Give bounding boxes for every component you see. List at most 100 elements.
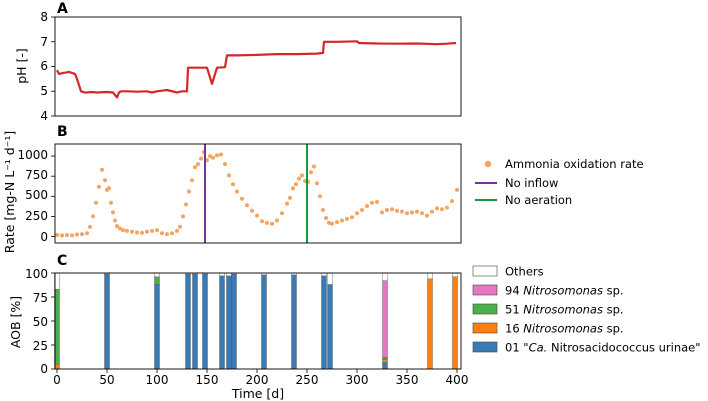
- aob-bar-segment: [202, 273, 208, 370]
- rate-point: [275, 218, 279, 223]
- ph-tick-label: 6: [40, 59, 48, 73]
- rate-point: [145, 229, 149, 234]
- rate-point: [80, 232, 84, 237]
- rate-point: [440, 207, 444, 212]
- rate-point: [270, 221, 274, 226]
- rate-point: [345, 216, 349, 221]
- rate-point: [365, 204, 369, 208]
- rate-point: [223, 162, 227, 167]
- time-tick-label: 200: [246, 373, 269, 387]
- rate-point: [335, 220, 339, 225]
- legend-text-part: Others: [505, 265, 544, 279]
- rate-point: [240, 196, 244, 201]
- rate-point: [193, 165, 197, 170]
- rate-point: [211, 155, 215, 160]
- aob-axis-yticks: 100 75 50 25 0: [25, 267, 48, 376]
- rate-point: [288, 195, 292, 200]
- time-tick-label: 150: [196, 373, 219, 387]
- rate-tick-label: 250: [25, 209, 48, 223]
- rate-point: [85, 231, 89, 236]
- aob-tick-label: 25: [33, 339, 48, 353]
- legend-text-part: sp.: [603, 284, 624, 298]
- rate-point: [330, 221, 334, 226]
- rate-point: [315, 181, 319, 186]
- legend-label-no-inflow: No inflow: [505, 176, 558, 190]
- rate-point: [430, 209, 434, 214]
- time-axis-ticks: 0 50 100 150 200 250 300 350 400: [53, 369, 468, 387]
- aob-bar-segment: [327, 272, 333, 285]
- ph-tick-label: 8: [40, 10, 48, 24]
- aob-tick-label: 0: [40, 362, 48, 376]
- legend-text-part: 16: [505, 322, 523, 336]
- aob-bar-segment: [382, 357, 388, 360]
- panel-c-frame: [54, 272, 462, 370]
- rate-point: [160, 231, 164, 236]
- legend-italic-part: Ca.: [529, 341, 548, 355]
- rate-point: [255, 213, 259, 218]
- rate-point: [291, 186, 295, 191]
- rate-point: [75, 232, 79, 237]
- rate-point: [219, 152, 223, 157]
- aob-bar-segment: [427, 272, 433, 280]
- rate-tick-label: 0: [40, 230, 48, 244]
- rate-point: [294, 182, 298, 187]
- rate-axis-label: Rate [mg-N L⁻¹ d⁻¹]: [2, 131, 17, 253]
- panel-letter-c: C: [57, 253, 67, 269]
- rate-point: [380, 210, 384, 215]
- rate-point: [355, 211, 359, 216]
- rate-axis-ticks: 1000 750 500 250 0: [17, 148, 48, 244]
- panel-letter-b: B: [57, 124, 68, 140]
- rate-point: [324, 216, 328, 220]
- rate-point: [215, 153, 219, 158]
- aob-bar-segment: [291, 274, 297, 370]
- rate-point: [321, 208, 325, 212]
- aob-tick-label: 50: [33, 315, 48, 329]
- aob-bar-segment: [327, 284, 333, 370]
- rate-point: [445, 205, 449, 210]
- legend-italic-part: Nitrosomonas: [523, 284, 603, 298]
- rate-point: [107, 186, 111, 191]
- rate-point: [410, 210, 414, 215]
- aob-bar-segment: [382, 359, 388, 363]
- rate-point: [103, 178, 107, 183]
- rate-point: [113, 218, 117, 223]
- legend-swatch-urinae01: [472, 341, 498, 353]
- rate-point: [425, 213, 429, 218]
- rate-point: [97, 184, 101, 189]
- rate-point: [297, 176, 301, 181]
- ph-plot-area: [51, 16, 457, 117]
- rate-point: [165, 232, 169, 237]
- rate-point: [178, 224, 182, 229]
- rate-point: [135, 230, 139, 235]
- rate-point: [130, 229, 134, 234]
- aob-bar-segment: [154, 276, 160, 285]
- rate-point: [280, 211, 284, 216]
- panel-c: C 100 75 50 25 0 AOB [%] 0 50 100 150 200 250…: [8, 253, 701, 401]
- rate-point: [118, 226, 122, 231]
- rate-point: [125, 228, 129, 233]
- rate-point: [318, 194, 322, 199]
- rate-point: [300, 173, 304, 178]
- legend-label-urinae01: 01 "Ca. Nitrosacidococcus urinae": [505, 341, 701, 355]
- legend-italic-part: Nitrosomonas: [523, 322, 603, 336]
- rate-tick-label: 1000: [17, 148, 48, 162]
- rate-point: [181, 214, 185, 219]
- rate-point: [187, 189, 191, 194]
- aob-axis-label: AOB [%]: [8, 296, 23, 348]
- legend-label-nitro51: 51 Nitrosomonas sp.: [505, 303, 624, 317]
- rate-point: [65, 233, 69, 237]
- legend-label-nitro16: 16 Nitrosomonas sp.: [505, 322, 624, 336]
- aob-bar-segment: [321, 275, 327, 370]
- legend-swatch-nitro16: [472, 322, 498, 334]
- rate-point: [100, 167, 104, 172]
- rate-tick-label: 500: [25, 188, 48, 202]
- rate-point: [435, 206, 439, 211]
- legend-swatch-nitro94: [472, 284, 498, 296]
- ph-axis-label: pH [-]: [14, 48, 29, 84]
- time-tick-label: 50: [99, 373, 114, 387]
- aob-bar-segment: [154, 284, 160, 370]
- rate-point: [70, 233, 74, 238]
- legend-text-part: Nitrosacidococcus urinae": [547, 341, 700, 355]
- rate-point: [94, 200, 98, 205]
